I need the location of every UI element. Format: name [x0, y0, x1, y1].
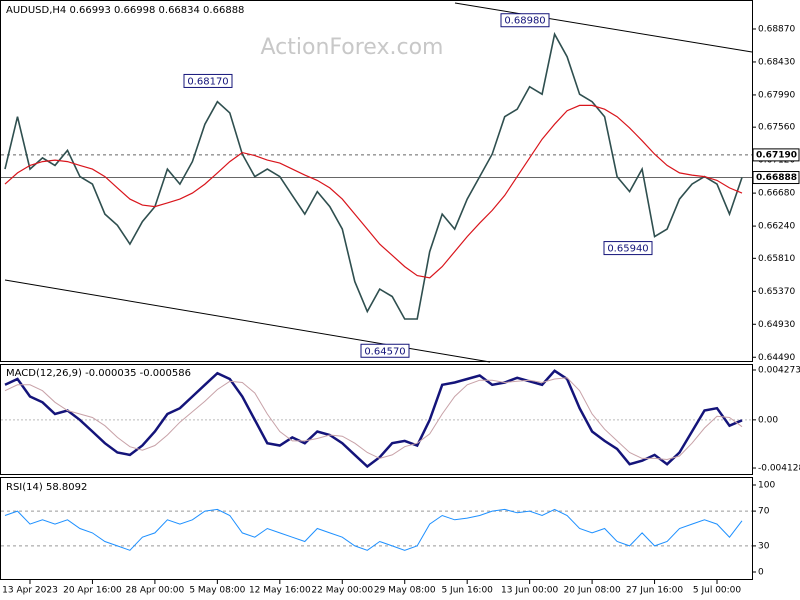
y-tick-label: 0.66680: [758, 189, 795, 199]
annotation-box: [500, 13, 550, 28]
chart-header: AUDUSD,H4 0.66993 0.66998 0.66834 0.6688…: [6, 5, 244, 16]
x-tick-label: 20 Jun 08:00: [564, 586, 621, 596]
x-tick-label: 13 Jun 00:00: [501, 586, 558, 596]
annotation-label: 0.65940: [607, 244, 648, 255]
y-tick-label: 0.68430: [758, 57, 795, 67]
price-tag: [752, 148, 800, 162]
series-line: [4, 369, 743, 469]
y-tick-label: 0.65370: [758, 287, 795, 297]
y-tick-label: 0.67990: [758, 90, 795, 100]
annotation-box: [360, 343, 410, 358]
y-tick-label: 0: [758, 568, 764, 578]
annotation-label: 0.64570: [364, 346, 405, 357]
y-tick-label: 0.64930: [758, 320, 795, 330]
y-tick-label: 0.00: [758, 415, 778, 425]
y-tick-label: 0.65810: [758, 254, 795, 264]
series-line: [4, 508, 743, 551]
y-tick-label: 100: [758, 481, 775, 491]
price-tag-label: 0.66888: [756, 173, 797, 183]
x-tick-label: 22 May 00:00: [311, 586, 373, 596]
annotation-label: 0.68170: [187, 76, 228, 87]
y-tick-label: 30: [758, 541, 770, 551]
price-tag: [752, 171, 800, 185]
x-tick-label: 29 May 08:00: [374, 586, 436, 596]
y-tick-label: 70: [758, 507, 770, 517]
x-tick-label: 12 May 16:00: [249, 586, 311, 596]
series-line: [4, 104, 743, 279]
y-tick-label: -0.004128: [758, 464, 800, 474]
series-line: [4, 31, 743, 320]
x-tick-label: 5 Jun 16:00: [441, 586, 493, 596]
x-tick-label: 13 Apr 2023: [2, 586, 58, 596]
macd-title: MACD(12,26,9) -0.000035 -0.000586: [6, 368, 191, 379]
y-tick-label: 0.004273: [758, 365, 800, 375]
watermark: ActionForex.com: [261, 35, 444, 60]
y-tick-label: 0.68870: [758, 24, 795, 34]
y-tick-label: 0.67560: [758, 123, 795, 133]
y-tick-label: 0.66240: [758, 222, 795, 232]
y-tick-label: 0.64490: [758, 353, 795, 363]
x-tick-label: 28 Apr 00:00: [126, 586, 185, 596]
x-tick-label: 27 Jun 16:00: [626, 586, 683, 596]
annotation-label: 0.68980: [504, 16, 545, 27]
x-tick-label: 5 May 08:00: [189, 586, 245, 596]
annotation-box: [603, 241, 653, 256]
annotation-box: [183, 73, 233, 88]
price-tag-label: 0.67190: [756, 150, 797, 160]
channel-line: [454, 2, 753, 53]
series-line: [4, 377, 743, 461]
x-tick-label: 20 Apr 16:00: [63, 586, 122, 596]
x-tick-label: 5 Jul 00:00: [693, 586, 742, 596]
rsi-panel: [0, 477, 753, 580]
rsi-title: RSI(14) 58.8092: [6, 482, 87, 493]
